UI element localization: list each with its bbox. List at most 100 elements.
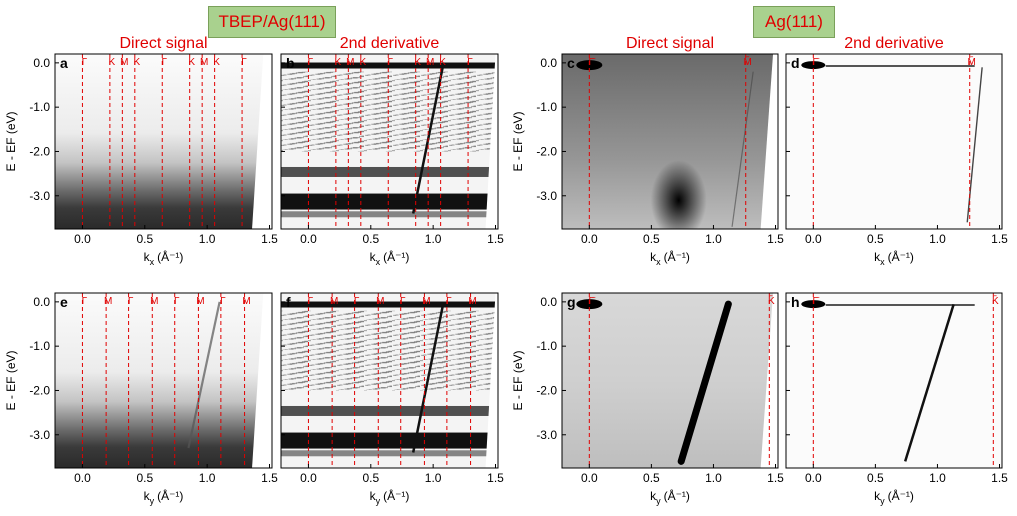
- x-tick-label: 1.0: [199, 471, 216, 485]
- y-tick-label: 0.0: [33, 295, 50, 309]
- high-symmetry-label: K: [335, 57, 342, 68]
- x-tick-label: 1.0: [705, 471, 722, 485]
- high-symmetry-label: Γ̄: [813, 57, 821, 68]
- unmeasured-region: [252, 54, 272, 229]
- panel-title: Direct signal: [626, 35, 714, 52]
- y-tick-label: -1.0: [536, 100, 557, 114]
- x-tick-label: 0.5: [643, 232, 660, 246]
- x-tick-label: 0.0: [300, 471, 317, 485]
- x-tick-label: 0.5: [362, 471, 379, 485]
- x-tick-label: 0.0: [74, 232, 91, 246]
- high-symmetry-label: Γ: [174, 296, 180, 307]
- high-symmetry-label: Γ: [446, 296, 452, 307]
- noise-region: [281, 71, 498, 152]
- high-symmetry-label: Γ: [241, 57, 247, 68]
- sp-band: [411, 303, 445, 453]
- intensity-map: [562, 293, 778, 468]
- x-axis-label-sub: y: [150, 496, 155, 506]
- y-tick-label: -2.0: [536, 383, 557, 397]
- y-axis-label: E - EF (eV): [511, 350, 525, 410]
- high-symmetry-label: M: [346, 57, 354, 68]
- x-axis-label-main: k: [650, 250, 657, 264]
- heatmap-image-g: [562, 293, 778, 468]
- x-tick-label: 1.0: [425, 232, 442, 246]
- x-axis-label-main: k: [144, 489, 151, 503]
- y-tick-label: -2.0: [536, 144, 557, 158]
- high-symmetry-label: K: [133, 57, 140, 68]
- x-axis-label-main: k: [370, 250, 377, 264]
- y-axis-label: E - EF (eV): [4, 111, 18, 171]
- high-symmetry-label: M̄: [968, 55, 976, 68]
- surface-state: [801, 300, 826, 309]
- y-tick-label: -3.0: [536, 189, 557, 203]
- x-axis-label-main: k: [874, 250, 881, 264]
- tbep-ag111-header: TBEP/Ag(111): [208, 6, 336, 38]
- panel-e: Γ M Γ M Γ M Γ Me 0.0 0.5 1.0 1.5 ky (Å⁻¹) 0.0 -1.0 -2.0 -…: [4, 292, 278, 506]
- noise-region: [281, 310, 498, 391]
- y-tick-label: -1.0: [29, 100, 50, 114]
- high-symmetry-label: Γ̄: [589, 57, 597, 68]
- x-axis-label-main: k: [144, 250, 151, 264]
- high-symmetry-label: M: [376, 296, 384, 307]
- x-axis-label-unit: (Å⁻¹): [888, 488, 914, 503]
- panel-title: 2nd derivative: [340, 35, 440, 52]
- band-upper: [281, 405, 498, 416]
- plot-frame: [561, 292, 779, 469]
- high-symmetry-label: K: [109, 57, 116, 68]
- y-tick-label: 0.0: [540, 56, 557, 70]
- high-symmetry-label: K: [359, 57, 366, 68]
- y-tick-label: -1.0: [29, 339, 50, 353]
- high-symmetry-label: K: [213, 57, 220, 68]
- x-axis-label-unit: (Å⁻¹): [157, 488, 183, 503]
- high-symmetry-label: M: [196, 296, 204, 307]
- x-axis-label-unit: (Å⁻¹): [383, 488, 409, 503]
- background: [786, 54, 1002, 229]
- panel-f: Γ M Γ M Γ M Γ Mf 0.0 0.5 1.0 1.5 ky (Å⁻¹): [280, 292, 504, 506]
- high-symmetry-label: M̄: [744, 55, 752, 68]
- x-tick-label: 1.0: [425, 471, 442, 485]
- high-symmetry-label: Γ̄: [589, 296, 597, 307]
- panel-label: b: [286, 55, 295, 71]
- panel-g: Γ̄ K̄ g 0.0 0.5 1.0 1.5 ky (Å⁻¹) 0.0 -1.0 -2.0 -3.0 E…: [511, 292, 784, 506]
- high-symmetry-label: Γ: [387, 57, 393, 68]
- x-tick-label: 1.5: [767, 232, 784, 246]
- panel-label: a: [60, 55, 68, 71]
- x-tick-label: 0.5: [136, 232, 153, 246]
- high-symmetry-label: M: [242, 296, 250, 307]
- plot-frame: [280, 53, 499, 230]
- heatmap-image-b: [281, 54, 498, 229]
- panel-title: 2nd derivative: [844, 35, 944, 52]
- x-axis-label-main: k: [370, 489, 377, 503]
- panel-c: Γ̄ M̄ c Direct signal 0.0 0.5 1.0 1.5 kx (Å⁻¹) 0.0…: [511, 35, 784, 267]
- x-tick-label: 1.5: [487, 471, 504, 485]
- high-symmetry-label: M: [330, 296, 338, 307]
- sp-band: [187, 301, 221, 449]
- x-axis-label-sub: x: [150, 257, 155, 267]
- band-bottom: [281, 211, 498, 218]
- high-symmetry-label: K: [414, 57, 421, 68]
- x-axis-label-sub: y: [880, 496, 885, 506]
- x-tick-label: 0.5: [867, 471, 884, 485]
- x-axis-label: ky (Å⁻¹): [370, 488, 410, 506]
- x-axis-label: kx (Å⁻¹): [874, 249, 914, 267]
- x-tick-label: 0.0: [805, 232, 822, 246]
- high-symmetry-label: M: [422, 296, 430, 307]
- sp-band: [677, 300, 732, 465]
- panel-label: e: [60, 294, 68, 310]
- high-symmetry-label: Γ: [220, 296, 226, 307]
- y-tick-label: -3.0: [536, 428, 557, 442]
- y-tick-label: 0.0: [33, 56, 50, 70]
- x-tick-label: 0.0: [74, 471, 91, 485]
- x-axis-label-unit: (Å⁻¹): [664, 488, 690, 503]
- x-axis-label-sub: y: [376, 496, 381, 506]
- high-symmetry-label: K: [439, 57, 446, 68]
- high-symmetry-label: Γ: [308, 296, 314, 307]
- x-axis-label-unit: (Å⁻¹): [383, 249, 409, 264]
- x-tick-label: 1.5: [261, 471, 278, 485]
- high-symmetry-label: K: [188, 57, 195, 68]
- high-symmetry-label: Γ̄: [813, 296, 821, 307]
- intensity-map: [55, 54, 272, 229]
